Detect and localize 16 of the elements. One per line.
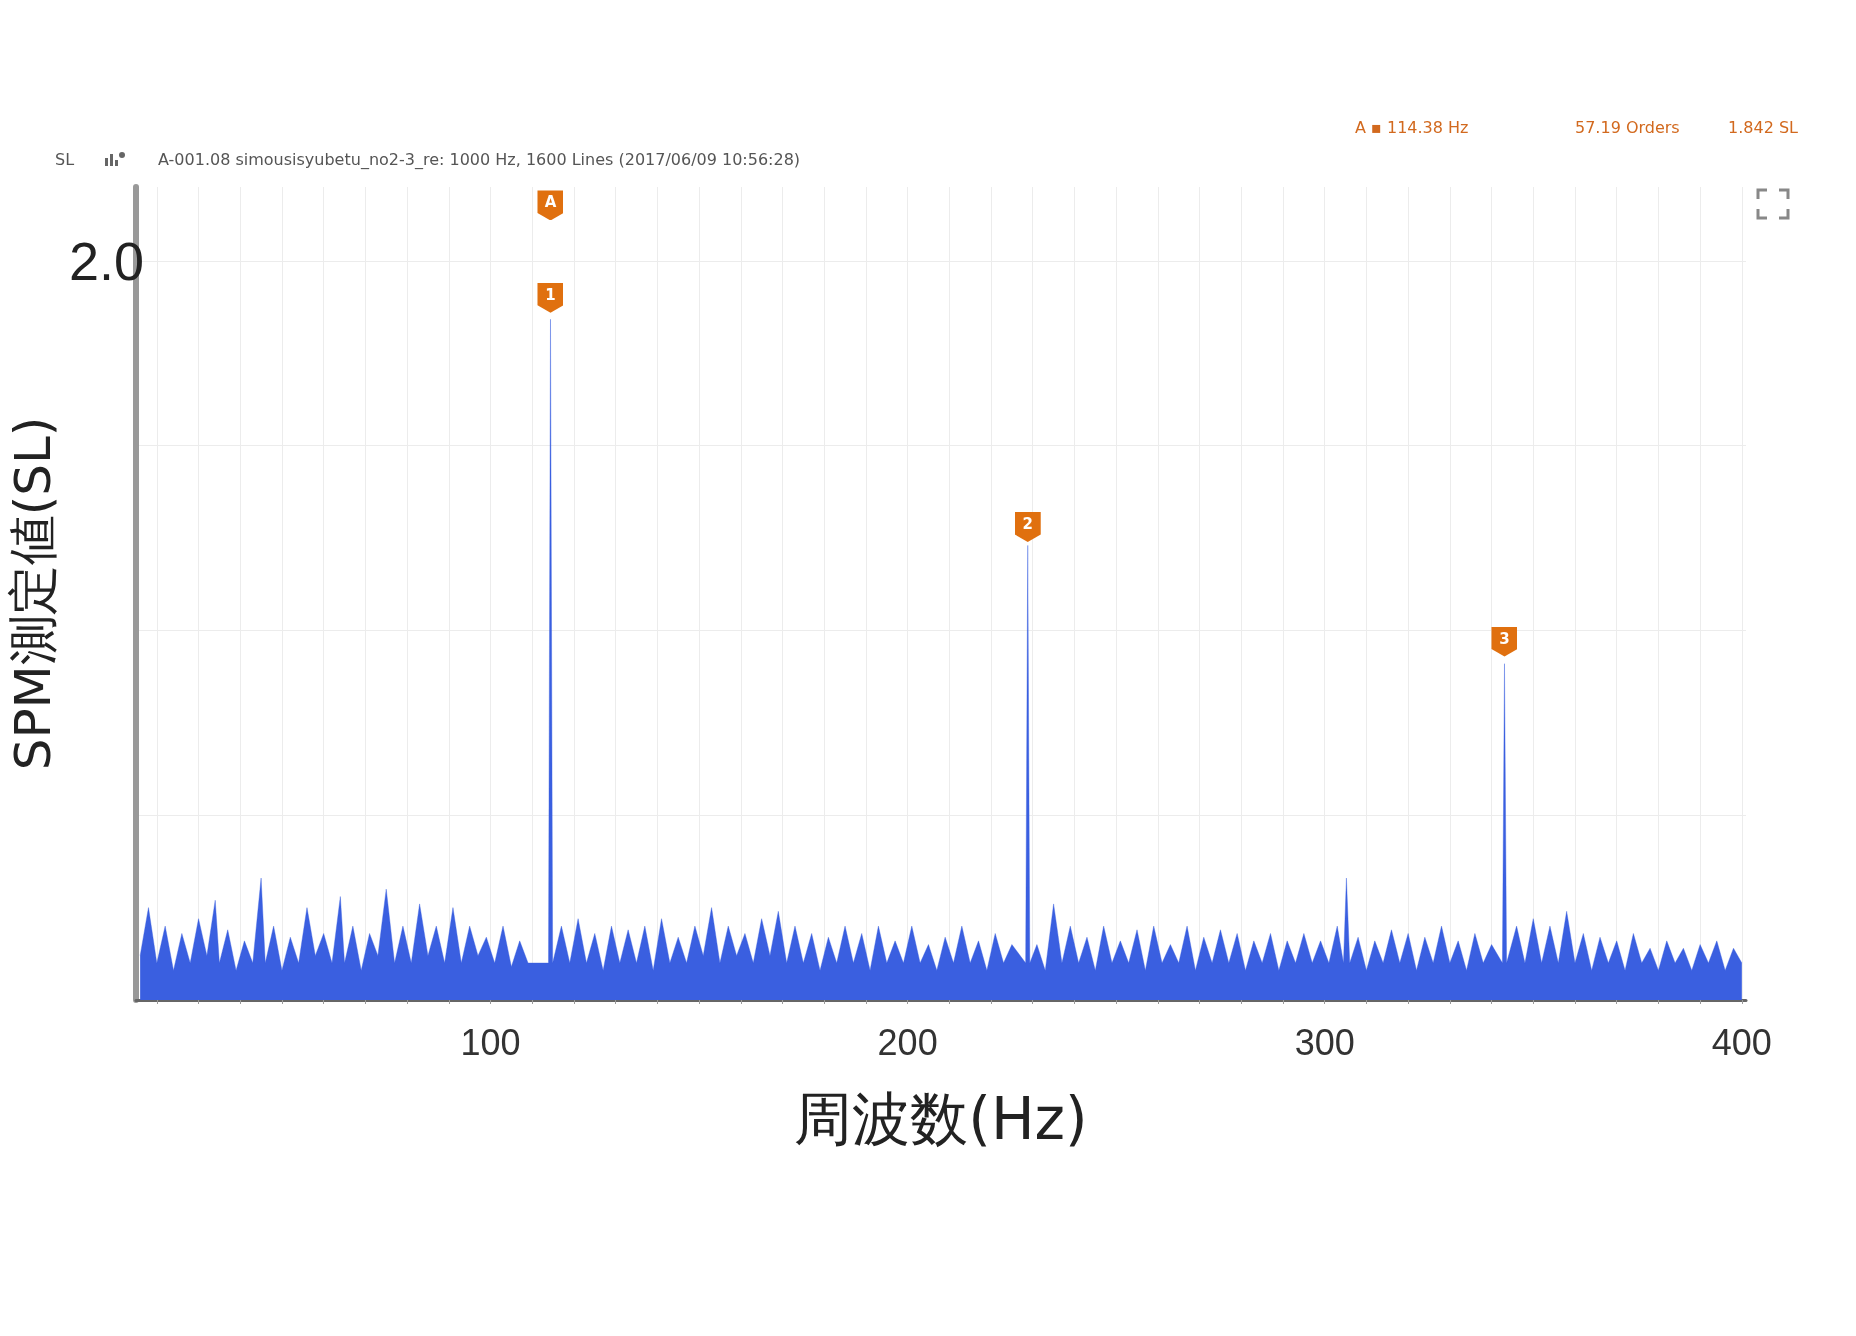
text: A-001.08 simousisyubetu_no2-3_re: 1000 Hz, 1600 Lines (2017/06/09 10:56:28): [158, 150, 801, 169]
annotation: 2: [1014, 511, 1041, 542]
x-tick-label: 100: [460, 1021, 521, 1063]
text: 57.19 Orders: [1575, 118, 1680, 137]
x-tick-label: 400: [1711, 1021, 1772, 1063]
x-axis-title: 周波数(Hz): [794, 1085, 1088, 1153]
x-tick-label: 200: [877, 1021, 938, 1063]
y-axis-title: SPM測定値(SL): [4, 416, 62, 771]
annotation: 1: [537, 282, 564, 313]
text: 1.842 SL: [1728, 118, 1798, 137]
text: A ▪ 114.38 Hz: [1355, 118, 1469, 137]
y-tick-label: 2.0: [68, 230, 144, 291]
annotation: A: [537, 190, 564, 221]
annotation: 3: [1491, 626, 1518, 657]
text: SL: [55, 150, 75, 169]
x-tick-label: 300: [1294, 1021, 1355, 1063]
